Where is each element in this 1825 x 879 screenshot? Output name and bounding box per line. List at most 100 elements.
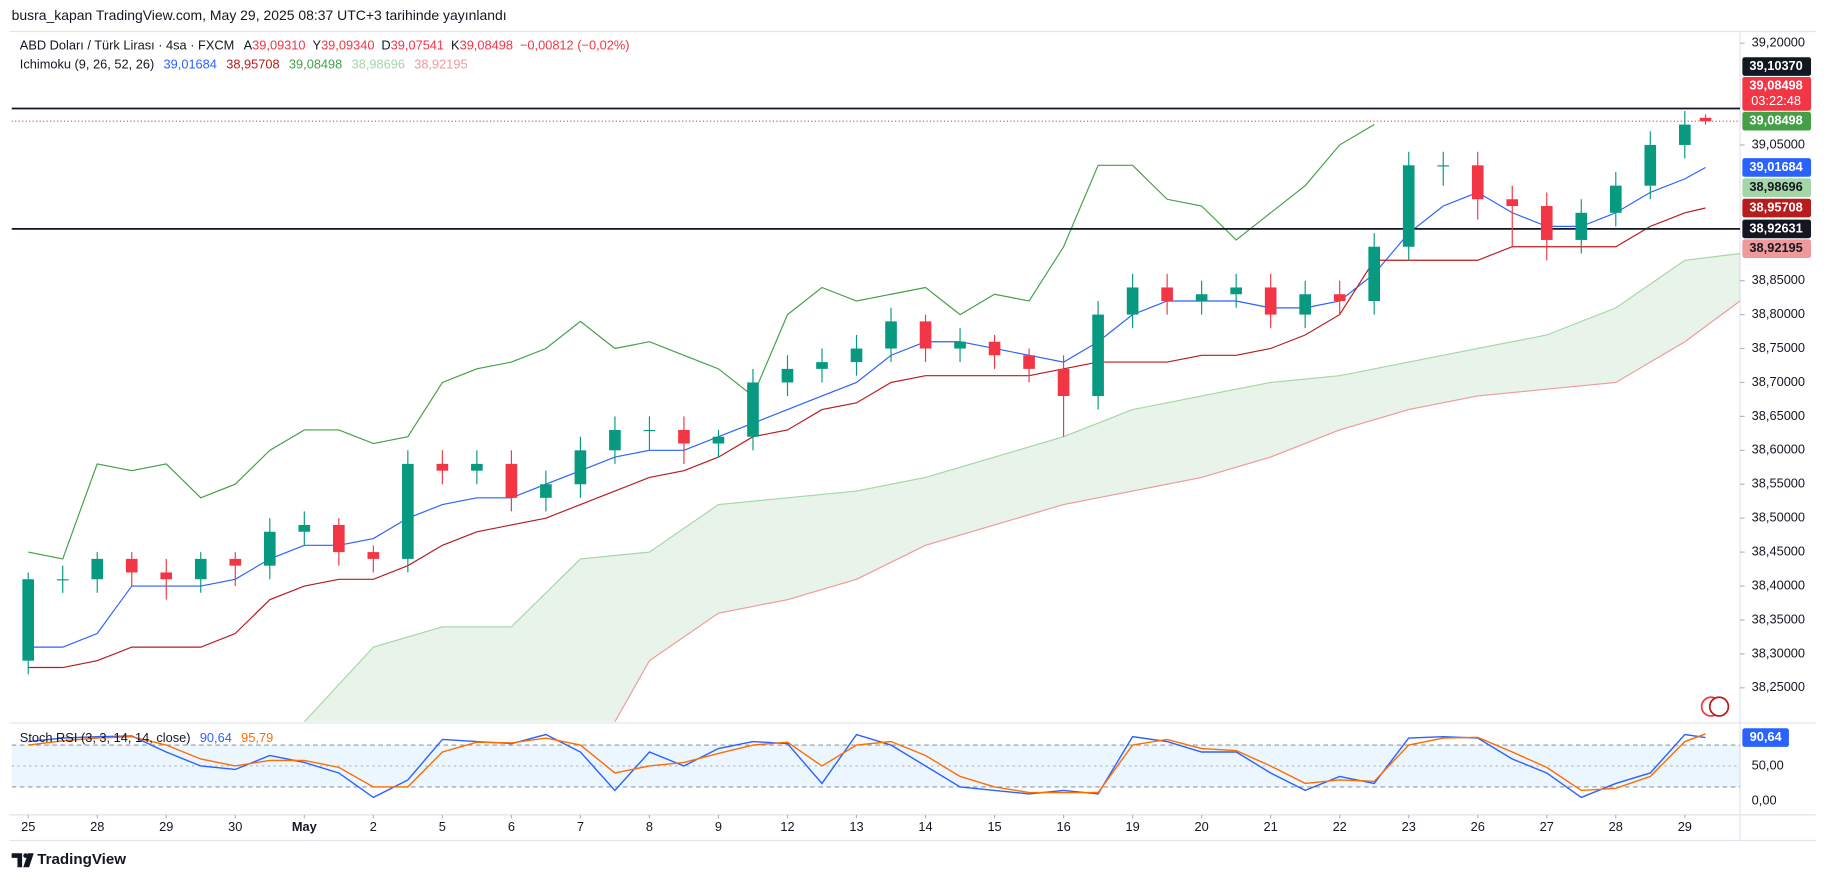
candle-body [816,362,828,369]
candle-body [885,321,897,349]
price-tick-label: 38,60000 [1752,442,1805,457]
ohlc-key: D [381,38,390,53]
candle-body [1299,294,1311,315]
candle-body [1368,246,1381,302]
price-pane [11,107,1741,722]
time-tick-label: 2 [370,819,377,834]
candle-body [263,531,276,566]
price-badge [1742,239,1812,258]
ohlc-key: Y [313,38,322,53]
time-tick-label: 6 [508,819,515,834]
price-badge-label: 38,92631 [1749,220,1802,235]
price-badge-label: 39,10370 [1749,58,1802,73]
ichimoku-line [28,124,1375,560]
price-tick-label: 38,50000 [1752,510,1805,525]
price-tick-label: 38,45000 [1752,543,1805,558]
price-tick-label: 38,25000 [1752,679,1805,694]
candle-body [22,579,35,661]
candle-body [1092,314,1104,397]
candle-body [1023,355,1035,369]
price-badge [1742,76,1812,111]
candle-body [194,558,207,580]
price-badge [1742,111,1812,131]
candle-body [1678,124,1691,145]
ohlc-key: K [451,38,460,53]
change-value: −0,00812 (−0,02%) [520,38,630,53]
candle-body [298,524,311,532]
time-tick-label: 8 [646,819,653,834]
candle-body [1575,212,1588,240]
price-tick-label: 39,20000 [1752,35,1805,50]
stoch-line [28,733,1706,799]
time-tick-label: 13 [849,819,863,834]
time-tick-label: 22 [1333,819,1347,834]
candle-body [1057,368,1070,397]
candle-body [919,321,932,349]
indicator-name: Ichimoku (9, 26, 52, 26) [20,57,154,72]
candle-body [678,429,690,444]
candle-body [505,463,518,498]
candle-body [988,341,1001,356]
time-tick-label: 25 [21,819,35,834]
price-tick-label: 38,35000 [1752,611,1805,626]
candle-body [1195,294,1208,302]
time-tick-label: 23 [1402,819,1416,834]
stoch-pane [11,733,1741,799]
candle-body [712,436,725,444]
countdown-label: 03:22:48 [1751,93,1801,108]
candle-body [1230,287,1242,295]
price-tick-label: 38,30000 [1752,645,1805,660]
time-tick-label: 15 [987,819,1001,834]
ichimoku-line [28,207,1706,669]
time-tick-label: 30 [228,819,242,834]
candle-body [1402,165,1415,247]
candle-body [471,463,483,471]
time-tick-label: 29 [1678,819,1692,834]
ohlc-value: 39,08498 [460,38,513,53]
indicator-value: 39,08498 [289,57,342,72]
time-tick-label: 20 [1195,819,1209,834]
price-badge-label: 39,01684 [1749,159,1803,174]
candle-body [1126,287,1139,315]
indicator-legend: Ichimoku (9, 26, 52, 26) 39,01684 38,95708… [20,57,468,72]
candle-body [540,484,552,498]
price-tick-label: 38,85000 [1752,272,1805,287]
stoch-badge [1742,728,1789,747]
time-tick-label: 26 [1471,819,1485,834]
candle-body [1437,165,1450,167]
candle-body [643,429,656,432]
time-tick-label: May [292,819,318,834]
time-tick-label: 12 [780,819,794,834]
ohlc-value: 39,09310 [252,38,305,53]
ohlc-value: 39,09340 [321,38,374,53]
price-badge [1742,158,1812,177]
ichimoku-cloud [304,253,1741,722]
candle-body [1333,294,1346,302]
ichimoku-line [28,166,1706,648]
time-tick-label: 19 [1125,819,1139,834]
candle-body [747,382,759,437]
candle-body [574,450,587,485]
time-tick-label: 29 [159,819,173,834]
candle-body [1699,117,1712,122]
price-badge [1742,219,1812,239]
stoch-band [11,745,1741,787]
price-tick-label: 38,65000 [1752,408,1805,423]
candle-body [1264,287,1277,315]
symbol-legend: ABD Doları / Türk Lirası · 4sa · FXCM A39… [20,38,630,53]
time-tick-label: 9 [715,819,722,834]
symbol-title: ABD Doları / Türk Lirası · 4sa · FXCM [20,38,235,53]
candle-body [1644,144,1657,186]
candle-body [402,463,414,559]
stoch-legend: Stoch RSI (3, 3, 14, 14, close) 90,64 95,7… [20,731,273,746]
price-badge-label: 38,98696 [1749,179,1802,194]
time-tick-label: 5 [439,819,446,834]
candle-body [56,579,69,581]
candle-body [781,368,794,383]
candle-body [1471,165,1484,200]
time-tick-label: 7 [577,819,584,834]
price-badge-label: 39,08498 [1749,78,1802,93]
price-tick-label: 39,05000 [1752,136,1805,151]
candle-body [1540,206,1553,240]
